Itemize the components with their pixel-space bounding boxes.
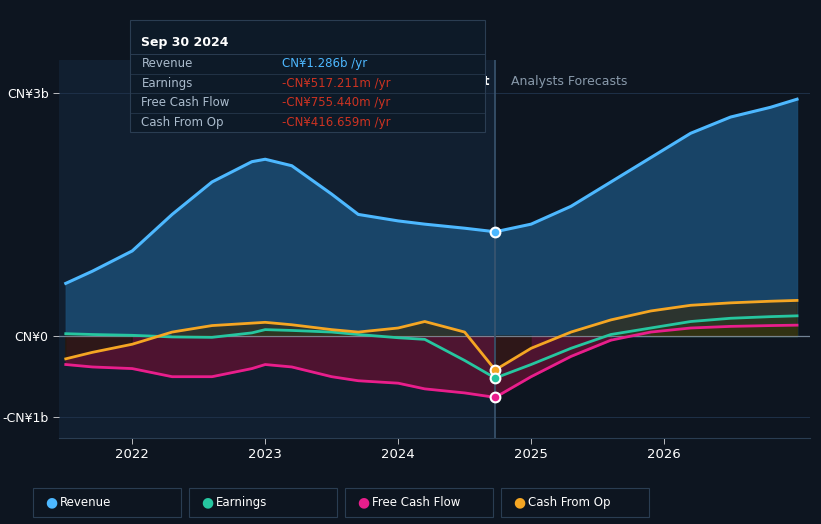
Text: Analysts Forecasts: Analysts Forecasts	[511, 75, 627, 89]
Text: Revenue: Revenue	[141, 57, 193, 70]
Text: Earnings: Earnings	[141, 77, 193, 90]
Text: ●: ●	[357, 496, 369, 509]
Text: Revenue: Revenue	[60, 496, 112, 509]
Text: Free Cash Flow: Free Cash Flow	[141, 96, 230, 110]
Text: Sep 30 2024: Sep 30 2024	[141, 36, 229, 49]
Text: ●: ●	[513, 496, 525, 509]
Text: Free Cash Flow: Free Cash Flow	[372, 496, 461, 509]
Text: Cash From Op: Cash From Op	[528, 496, 610, 509]
Text: ●: ●	[45, 496, 57, 509]
Text: -CN¥416.659m /yr: -CN¥416.659m /yr	[282, 116, 391, 129]
Text: Cash From Op: Cash From Op	[141, 116, 224, 129]
Text: ●: ●	[201, 496, 213, 509]
Text: -CN¥755.440m /yr: -CN¥755.440m /yr	[282, 96, 390, 110]
Bar	[495, 60, 810, 438]
Text: Past: Past	[460, 75, 490, 89]
Text: CN¥1.286b /yr: CN¥1.286b /yr	[282, 57, 367, 70]
Bar	[59, 60, 495, 438]
Text: Earnings: Earnings	[216, 496, 268, 509]
Text: -CN¥517.211m /yr: -CN¥517.211m /yr	[282, 77, 391, 90]
